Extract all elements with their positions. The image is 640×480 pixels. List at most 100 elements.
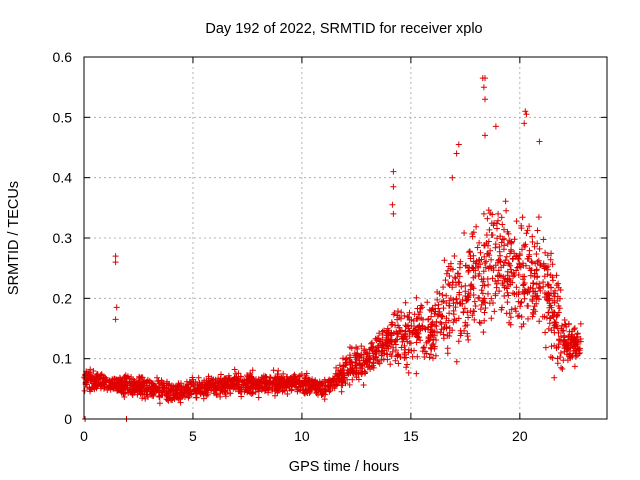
data-point — [446, 302, 453, 309]
data-point — [437, 312, 444, 319]
data-point — [402, 299, 409, 306]
data-point — [271, 375, 278, 382]
data-point — [553, 319, 559, 326]
data-point — [409, 331, 416, 338]
data-point — [143, 378, 150, 385]
data-point — [267, 374, 274, 381]
data-point — [415, 334, 422, 341]
data-point — [433, 337, 439, 343]
data-point — [441, 257, 448, 264]
data-point — [440, 305, 447, 312]
data-point — [283, 377, 290, 384]
data-point — [325, 382, 332, 389]
data-point — [401, 333, 408, 340]
data-point — [265, 386, 272, 393]
data-point — [495, 217, 501, 224]
data-point — [366, 363, 373, 370]
data-point — [476, 319, 483, 326]
data-point — [313, 390, 320, 397]
data-point — [505, 230, 512, 237]
data-point — [345, 370, 352, 377]
data-point — [142, 395, 149, 402]
data-point — [451, 316, 458, 323]
data-point — [470, 252, 477, 259]
data-point — [503, 207, 510, 214]
data-point — [165, 388, 172, 395]
data-point — [533, 251, 540, 257]
data-point — [259, 385, 266, 391]
data-point — [501, 277, 508, 284]
data-point — [484, 250, 491, 257]
data-point — [553, 282, 560, 289]
data-point — [302, 381, 309, 388]
data-point — [443, 300, 450, 306]
data-point — [473, 223, 480, 230]
data-point — [518, 225, 525, 232]
data-point — [480, 268, 487, 275]
data-point — [467, 292, 474, 299]
data-point — [481, 309, 488, 316]
data-point — [463, 297, 470, 304]
data-point — [499, 221, 506, 228]
data-point — [492, 262, 499, 269]
data-point — [89, 380, 96, 387]
data-point — [480, 84, 487, 91]
data-point — [233, 383, 240, 390]
data-point — [280, 370, 287, 377]
data-point — [477, 306, 484, 313]
data-point — [388, 339, 395, 346]
data-point — [497, 252, 504, 259]
data-point — [477, 320, 484, 327]
data-point — [571, 325, 578, 332]
data-point — [548, 250, 555, 257]
data-point — [360, 382, 367, 388]
data-point — [559, 322, 565, 329]
data-point — [241, 388, 248, 395]
data-point — [559, 327, 566, 334]
data-point — [310, 379, 317, 386]
data-point — [495, 210, 502, 217]
data-point — [389, 321, 396, 328]
data-point — [565, 345, 572, 352]
data-point — [165, 397, 172, 404]
data-point — [405, 369, 412, 376]
data-point — [82, 372, 89, 379]
y-tick-label: 0 — [64, 411, 72, 427]
data-point — [508, 246, 514, 253]
data-point — [525, 315, 531, 322]
data-point — [287, 375, 294, 382]
data-point — [221, 376, 228, 383]
data-point — [87, 386, 94, 393]
data-point — [494, 235, 501, 242]
data-point — [571, 363, 578, 370]
data-point — [304, 380, 310, 387]
data-point — [555, 303, 562, 309]
data-point — [521, 120, 528, 127]
data-point — [557, 295, 563, 302]
data-point — [515, 256, 522, 263]
data-point — [439, 298, 445, 305]
data-point — [485, 290, 491, 297]
data-point — [552, 290, 559, 297]
data-point — [333, 379, 340, 386]
data-point — [438, 313, 445, 320]
data-point — [278, 374, 285, 381]
data-point — [81, 387, 88, 394]
data-point — [414, 324, 421, 331]
data-point — [411, 311, 418, 318]
data-point — [444, 345, 451, 352]
data-point — [544, 252, 551, 259]
data-point — [557, 350, 564, 356]
y-tick-label: 0.2 — [53, 290, 73, 306]
data-point — [456, 279, 463, 286]
data-point — [401, 312, 408, 319]
data-point — [504, 268, 511, 275]
data-point — [541, 273, 548, 280]
data-point — [504, 241, 511, 247]
data-point — [414, 305, 421, 312]
data-point — [513, 284, 520, 291]
data-point — [434, 289, 441, 295]
data-point — [548, 327, 555, 334]
data-point — [347, 359, 354, 366]
data-point — [344, 376, 351, 383]
